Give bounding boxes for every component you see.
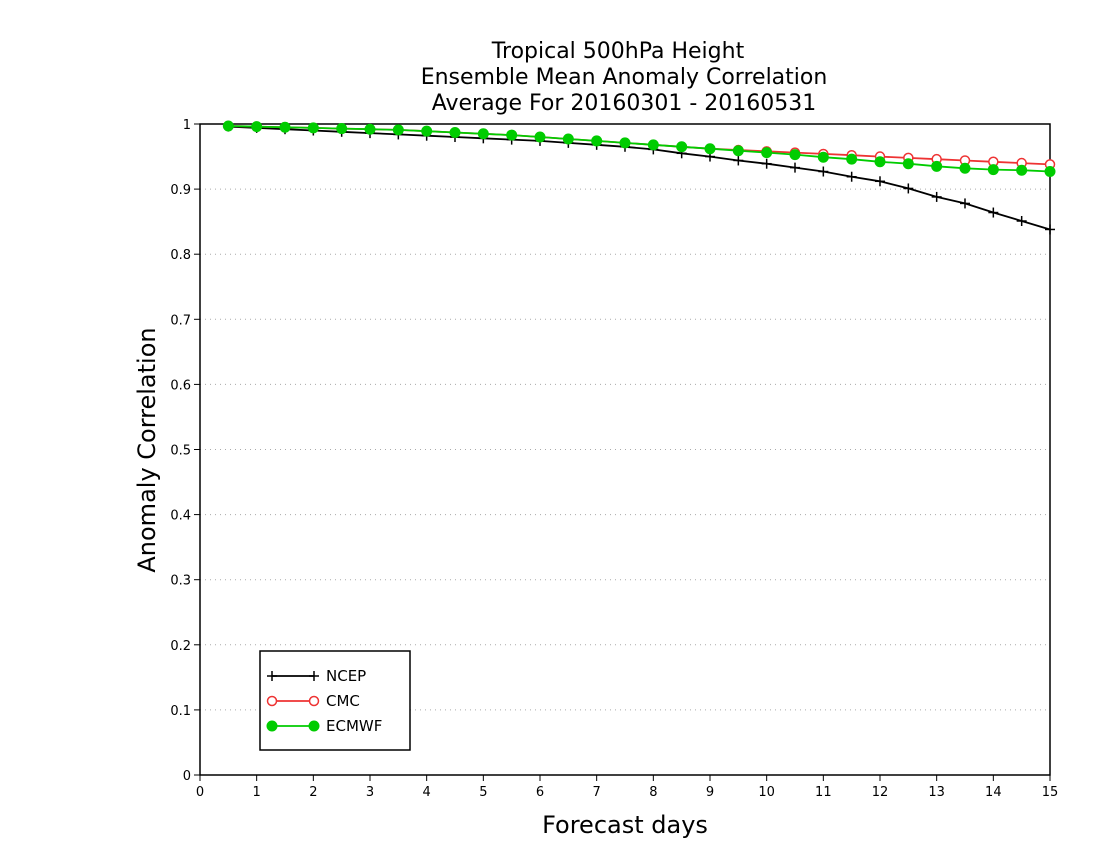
y-tick-label: 0.6 — [170, 378, 191, 393]
x-tick-label: 12 — [872, 785, 889, 800]
ncep-point — [818, 166, 829, 177]
ecmwf-point — [1016, 164, 1028, 176]
ecmwf-point — [789, 149, 801, 161]
x-tick-label: 1 — [253, 785, 261, 800]
ecmwf-point — [987, 164, 999, 176]
y-tick-label: 0.9 — [170, 183, 191, 198]
ecmwf-point — [1044, 166, 1056, 178]
x-tick-label: 8 — [649, 785, 657, 800]
title-line-2: Ensemble Mean Anomaly Correlation — [421, 65, 828, 90]
ecmwf-point — [931, 160, 943, 172]
ncep-point — [931, 191, 942, 202]
ncep-line — [228, 125, 1051, 231]
x-tick-label: 3 — [366, 785, 374, 800]
y-tick-labels: 0 0.1 0.2 0.3 0.4 0.5 0.6 0.7 0.8 0.9 1 — [170, 118, 191, 784]
legend-ncep-end-point — [309, 671, 319, 681]
ecmwf-point — [647, 139, 659, 151]
ncep-series — [223, 121, 1055, 235]
legend-ncep-start-point — [267, 671, 277, 681]
x-tick-label: 4 — [423, 785, 431, 800]
ecmwf-point — [846, 153, 858, 165]
x-tick-labels: 0 1 2 3 4 5 6 7 8 9 10 11 12 13 14 15 — [196, 785, 1058, 800]
legend: NCEP CMC ECMWF — [259, 650, 411, 751]
y-tick-label: 0 — [183, 769, 191, 784]
ecmwf-point — [307, 122, 319, 134]
legend-ecmwf-end-point — [308, 720, 320, 732]
y-tick-label: 0.3 — [170, 574, 191, 589]
y-tick-label: 0.7 — [170, 313, 191, 328]
ecmwf-point — [279, 121, 291, 133]
x-tick-label: 9 — [706, 785, 714, 800]
ecmwf-point — [591, 135, 603, 147]
ncep-point — [846, 171, 857, 182]
y-tick-label: 1 — [183, 118, 191, 133]
legend-label-ecmwf: ECMWF — [326, 717, 382, 735]
y-tick-label: 0.8 — [170, 248, 191, 263]
ecmwf-point — [222, 120, 234, 132]
x-tick-label: 0 — [196, 785, 204, 800]
legend-cmc-start-point — [266, 695, 278, 707]
x-tick-label: 10 — [758, 785, 775, 800]
ecmwf-point — [732, 145, 744, 157]
ncep-point — [988, 207, 999, 218]
legend-ecmwf-start-point — [266, 720, 278, 732]
x-axis-label: Forecast days — [542, 811, 708, 839]
ecmwf-point — [251, 121, 263, 133]
ecmwf-point — [506, 129, 518, 141]
ecmwf-point — [902, 158, 914, 170]
legend-item-ecmwf: ECMWF — [266, 717, 382, 735]
ecmwf-point — [336, 123, 348, 135]
ecmwf-point — [676, 141, 688, 153]
ncep-point — [761, 158, 772, 169]
x-tick-label: 13 — [928, 785, 945, 800]
title-line-3: Average For 20160301 - 20160531 — [432, 91, 817, 116]
grid-lines — [200, 188, 1050, 711]
x-tick-label: 6 — [536, 785, 544, 800]
ncep-point — [733, 155, 744, 166]
ecmwf-point — [761, 147, 773, 159]
x-tick-label: 2 — [309, 785, 317, 800]
ecmwf-point — [817, 151, 829, 163]
ncep-point — [960, 198, 970, 209]
x-tick-label: 5 — [479, 785, 487, 800]
legend-item-ncep: NCEP — [267, 667, 366, 685]
x-tick-label: 14 — [985, 785, 1002, 800]
ecmwf-point — [364, 123, 376, 135]
ecmwf-point — [421, 125, 433, 137]
ncep-point — [1045, 224, 1055, 235]
x-tick-label: 7 — [593, 785, 601, 800]
ncep-point — [790, 162, 800, 173]
ecmwf-series — [222, 120, 1056, 178]
ncep-point — [875, 176, 885, 187]
data-series — [222, 120, 1056, 235]
legend-cmc-end-point — [308, 695, 320, 707]
y-tick-label: 0.5 — [170, 444, 191, 459]
ecmwf-point — [562, 133, 574, 145]
ncep-point — [903, 183, 914, 194]
legend-label-cmc: CMC — [326, 692, 360, 710]
legend-label-ncep: NCEP — [326, 667, 366, 685]
ecmwf-point — [704, 143, 716, 155]
chart-title: Tropical 500hPa Height Ensemble Mean Ano… — [421, 39, 828, 116]
y-tick-label: 0.1 — [170, 704, 191, 719]
ecmwf-point — [449, 126, 461, 138]
y-axis-label: Anomaly Correlation — [133, 327, 161, 572]
x-tick-label: 11 — [815, 785, 832, 800]
legend-item-cmc: CMC — [266, 692, 360, 710]
y-tick-label: 0.2 — [170, 639, 191, 654]
x-tick-label: 15 — [1042, 785, 1059, 800]
ncep-point — [1016, 215, 1027, 226]
ecmwf-point — [477, 128, 489, 140]
ecmwf-point — [619, 137, 631, 149]
title-line-1: Tropical 500hPa Height — [491, 39, 745, 64]
axes — [194, 123, 1051, 781]
ecmwf-point — [392, 124, 404, 136]
y-tick-label: 0.4 — [170, 509, 191, 524]
ecmwf-point — [959, 162, 971, 174]
ecmwf-point — [874, 156, 886, 168]
ecmwf-point — [534, 131, 546, 143]
